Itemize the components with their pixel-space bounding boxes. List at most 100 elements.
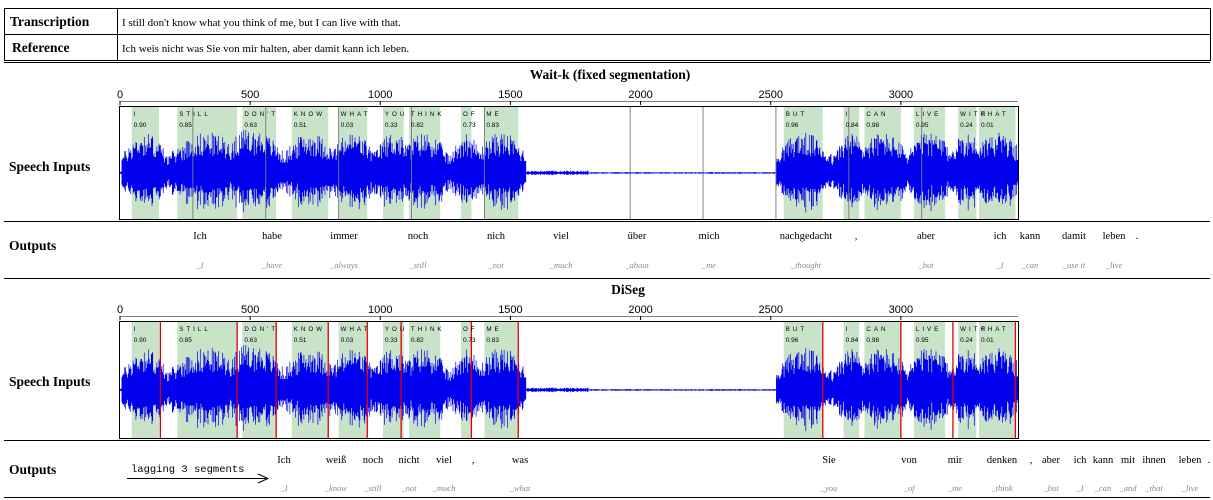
axis-tick-label: 3000 xyxy=(889,304,913,316)
output-gloss: _know xyxy=(324,483,348,493)
word-confidence: 0.33 xyxy=(385,337,398,344)
output-gloss: _can xyxy=(1094,483,1112,493)
word-confidence: 0.51 xyxy=(294,122,307,129)
output-gloss: _much xyxy=(549,260,573,270)
word-confidence: 0.85 xyxy=(179,337,192,344)
output-gloss: _and xyxy=(1119,483,1138,493)
output-gloss: _I xyxy=(279,483,288,493)
output-token: was xyxy=(512,455,528,466)
output-token: habe xyxy=(262,231,282,242)
waveform-path xyxy=(120,130,1019,213)
output-gloss: _always xyxy=(329,260,359,270)
word-confidence: 0.63 xyxy=(244,337,257,344)
waitk-boundaries xyxy=(192,107,923,219)
word-label: LIVE xyxy=(916,111,941,118)
output-gloss: _you xyxy=(820,483,838,493)
axis-tick-label: 0 xyxy=(117,89,123,101)
output-gloss: _but xyxy=(1042,483,1059,493)
axis-tick-label: 1500 xyxy=(498,89,522,101)
word-confidence: 0.98 xyxy=(866,122,879,129)
axis-tick-label: 3000 xyxy=(889,89,913,101)
word-label: KNOW xyxy=(294,111,325,118)
output-gloss: _can xyxy=(1021,260,1039,270)
word-label: WHAT xyxy=(341,111,371,118)
word-label: CAN xyxy=(866,326,888,333)
transcription-text: I still don't know what you think of me,… xyxy=(122,17,401,29)
axis-tick-label: 1500 xyxy=(498,304,522,316)
word-confidence: 0.85 xyxy=(179,122,192,129)
output-token: leben xyxy=(1179,455,1202,466)
output-token: denken xyxy=(987,455,1018,466)
waitk-plot-frame xyxy=(119,106,1019,220)
axis-tick-label: 0 xyxy=(117,304,123,316)
word-confidence: 0.90 xyxy=(134,337,147,344)
output-token: weiß xyxy=(326,455,346,466)
output-token: nachgedacht xyxy=(780,231,833,242)
word-confidence: 0.95 xyxy=(916,122,929,129)
word-confidence: 0.95 xyxy=(916,337,929,344)
diseg-word-labels: I 0.90 STILL 0.85 DON'T 0.63 KNOW 0.51 WHAT 0.03 Y… xyxy=(134,326,1009,344)
axis-tick-label: 500 xyxy=(241,304,259,316)
output-token: mich xyxy=(699,231,721,242)
output-token: mit xyxy=(1121,455,1135,466)
axis-tick-label: 1000 xyxy=(368,89,392,101)
output-token: Ich xyxy=(193,231,207,242)
word-label: I xyxy=(846,111,851,118)
word-label: DON'T xyxy=(244,111,278,118)
axis-tick-label: 2500 xyxy=(758,89,782,101)
word-confidence: 0.83 xyxy=(486,122,499,129)
diseg-outputs-label: Outputs xyxy=(9,462,56,477)
lag-annotation: lagging 3 segments xyxy=(127,464,270,484)
waitk-title: Wait-k (fixed segmentation) xyxy=(530,67,690,82)
word-label: ME xyxy=(486,326,501,333)
word-confidence: 0.96 xyxy=(786,122,799,129)
word-label: THINK xyxy=(411,326,445,333)
output-token: immer xyxy=(330,231,358,242)
output-token: , xyxy=(855,231,858,242)
word-label: OF xyxy=(463,111,478,118)
output-gloss: _live xyxy=(1181,483,1199,493)
output-gloss: _live xyxy=(1105,260,1123,270)
waitk-outputs-label: Outputs xyxy=(9,238,56,253)
output-gloss: _not xyxy=(487,260,504,270)
output-gloss: _I xyxy=(995,260,1004,270)
word-confidence: 0.83 xyxy=(486,337,499,344)
diseg-axis: 0 500 1000 1500 2000 2500 3000 xyxy=(117,304,1018,320)
word-confidence: 0.33 xyxy=(385,122,398,129)
output-token: kann xyxy=(1093,455,1114,466)
word-label: THAT xyxy=(981,111,1009,118)
diseg-waveform xyxy=(120,345,1019,432)
diseg-plot-frame xyxy=(119,321,1019,439)
word-label: YOU xyxy=(385,111,407,118)
waitk-outputs: Ich _I habe _have immer _always noch _still nich… xyxy=(193,231,1138,270)
word-confidence: 0.96 xyxy=(786,337,799,344)
word-label: WITH xyxy=(960,111,988,118)
lag-text: lagging 3 segments xyxy=(131,464,244,476)
diseg-panel: DiSeg 0 500 1000 1500 2000 2500 3000 I 0.90 STIL… xyxy=(4,278,1210,498)
word-confidence: 0.82 xyxy=(411,122,424,129)
word-label: I xyxy=(134,111,139,118)
output-token: ihnen xyxy=(1142,455,1166,466)
word-confidence: 0.24 xyxy=(960,122,973,129)
word-label: DON'T xyxy=(244,326,278,333)
output-token: noch xyxy=(363,455,384,466)
output-token: aber xyxy=(1042,455,1061,466)
reference-text: Ich weis nicht was Sie von mir halten, a… xyxy=(122,43,409,55)
waveform-path xyxy=(120,345,1019,432)
output-gloss: _not xyxy=(400,483,417,493)
diseg-boundaries xyxy=(159,322,1017,438)
waitk-word-labels: I 0.90 STILL 0.85 DON'T 0.63 KNOW 0.51 WHAT 0.03 Y… xyxy=(134,111,1009,129)
word-label: BUT xyxy=(786,111,807,118)
word-label: BUT xyxy=(786,326,807,333)
output-token: viel xyxy=(553,231,569,242)
transcription-label: Transcription xyxy=(10,14,90,29)
word-label: WHAT xyxy=(341,326,371,333)
word-confidence: 0.01 xyxy=(981,337,994,344)
word-confidence: 0.73 xyxy=(463,337,476,344)
word-confidence: 0.63 xyxy=(244,122,257,129)
info-table: Transcription I still don't know what yo… xyxy=(4,8,1211,61)
word-label: STILL xyxy=(179,111,211,118)
word-label: THAT xyxy=(981,326,1009,333)
axis-tick-label: 500 xyxy=(241,89,259,101)
